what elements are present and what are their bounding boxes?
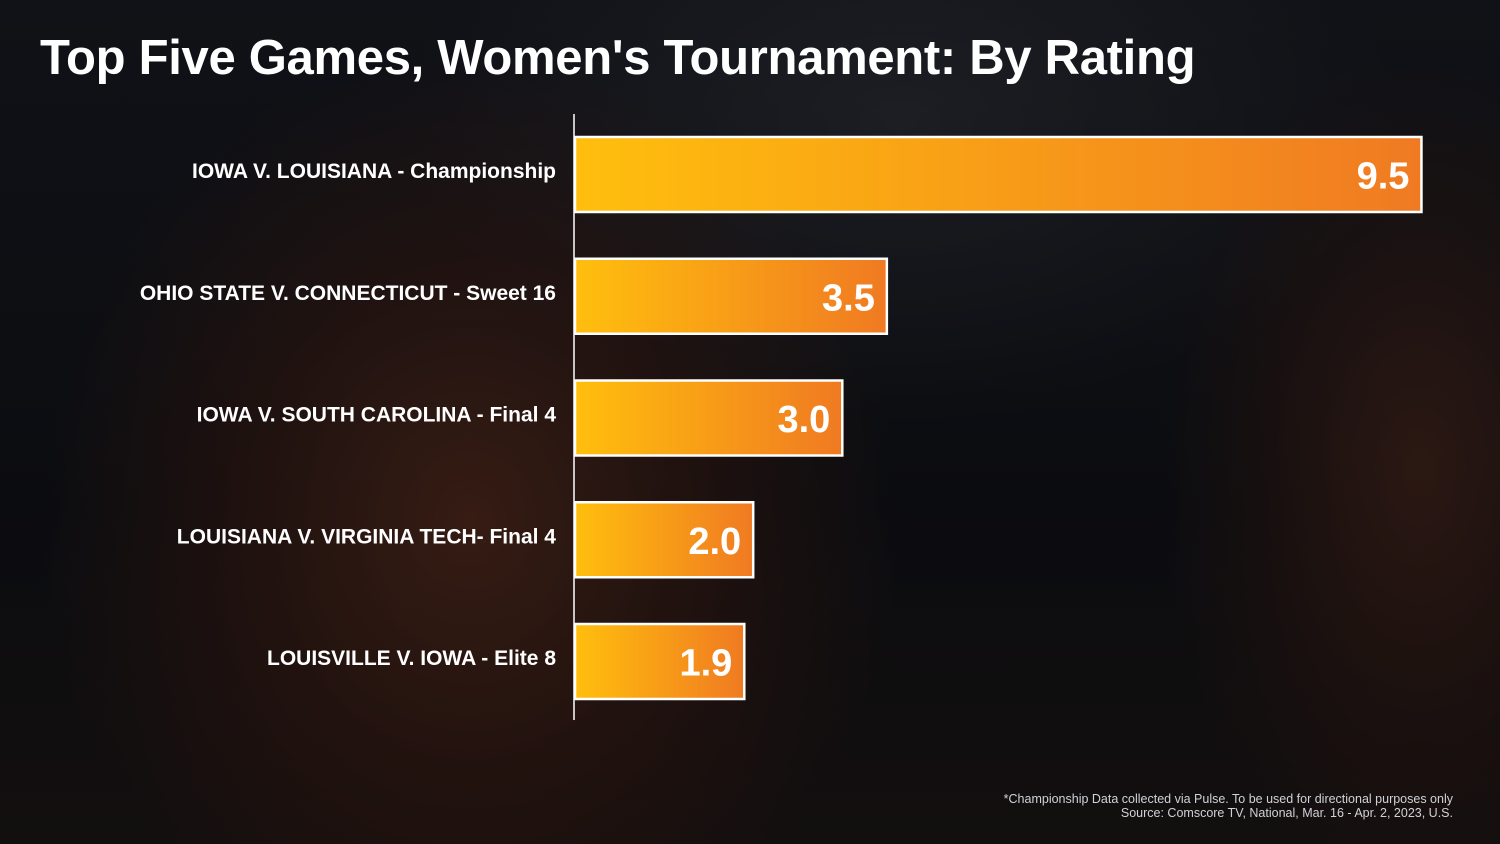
category-label: IOWA V. SOUTH CAROLINA - Final 4	[197, 404, 557, 427]
bar	[573, 257, 889, 335]
bar	[573, 622, 746, 701]
bar-value-label: 3.0	[777, 399, 830, 441]
bar-value-label: 3.5	[822, 277, 875, 319]
chart-title: Top Five Games, Women's Tournament: By R…	[40, 31, 1196, 85]
bar	[573, 135, 1423, 214]
bar-value-label: 9.5	[1357, 156, 1410, 198]
bar	[573, 379, 844, 457]
footnote-source: Source: Comscore TV, National, Mar. 16 -…	[1120, 806, 1453, 820]
category-label: LOUISVILLE V. IOWA - Elite 8	[267, 647, 556, 670]
bar-value-label: 2.0	[688, 521, 741, 563]
category-label: OHIO STATE V. CONNECTICUT - Sweet 16	[140, 282, 556, 305]
category-label: LOUISIANA V. VIRGINIA TECH- Final 4	[177, 525, 557, 548]
footnote: *Championship Data collected via Pulse. …	[1004, 792, 1453, 820]
bars-group: 9.5 IOWA V. LOUISIANA - Championship 3.5 OH…	[140, 135, 1423, 701]
footnote-disclaimer: *Championship Data collected via Pulse. …	[1003, 792, 1453, 806]
category-label: IOWA V. LOUISIANA - Championship	[192, 160, 556, 183]
bar	[573, 501, 755, 579]
bar-value-label: 1.9	[679, 643, 732, 685]
